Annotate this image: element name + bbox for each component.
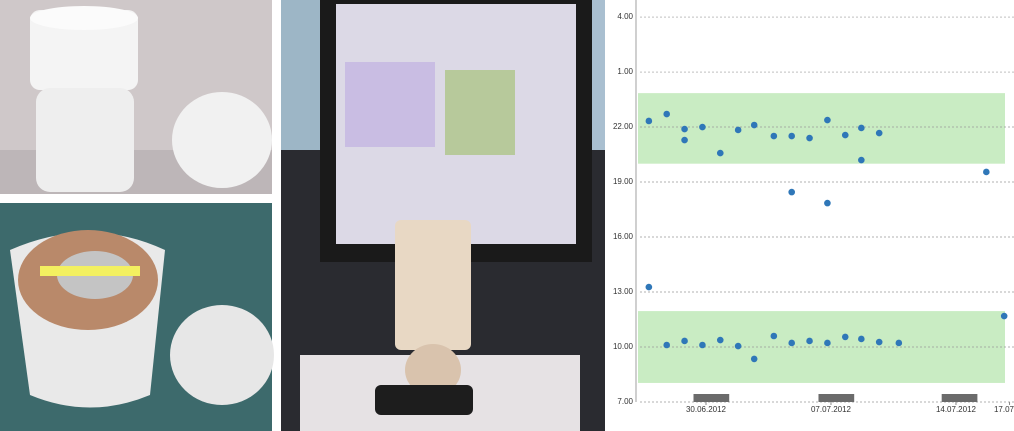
data-point bbox=[645, 283, 653, 291]
target-band bbox=[638, 93, 1005, 164]
y-tick-label: 10.00 bbox=[613, 342, 634, 351]
data-point bbox=[824, 199, 831, 207]
photo-container-closed bbox=[0, 0, 272, 194]
x-tick-label: 17.07.20 bbox=[994, 405, 1014, 414]
y-tick-label: 7.00 bbox=[617, 397, 633, 406]
data-point bbox=[734, 342, 742, 350]
data-point bbox=[788, 132, 795, 140]
data-point bbox=[734, 126, 742, 134]
data-point bbox=[681, 136, 688, 144]
data-point bbox=[699, 123, 706, 131]
data-point bbox=[1000, 312, 1008, 320]
data-point bbox=[895, 339, 903, 347]
y-tick-label: 19.00 bbox=[613, 177, 634, 186]
data-point bbox=[716, 149, 724, 157]
y-tick-label: 16.00 bbox=[613, 232, 634, 241]
data-point bbox=[770, 332, 778, 340]
data-point bbox=[875, 129, 883, 137]
x-tick-label: 30.06.2012 bbox=[686, 405, 727, 414]
weekend-marker bbox=[941, 394, 978, 402]
data-point bbox=[806, 134, 813, 142]
data-point bbox=[699, 341, 706, 349]
x-tick-label: 07.07.2012 bbox=[811, 405, 852, 414]
weekend-marker bbox=[693, 394, 730, 402]
data-point bbox=[716, 336, 724, 344]
data-point bbox=[824, 116, 831, 124]
data-point bbox=[788, 188, 795, 196]
data-point bbox=[858, 156, 865, 164]
y-tick-label: 1.00 bbox=[617, 67, 633, 76]
data-point bbox=[806, 337, 813, 345]
data-point bbox=[750, 121, 758, 129]
data-point bbox=[645, 117, 653, 125]
data-point bbox=[663, 341, 671, 349]
data-point bbox=[770, 132, 778, 140]
data-point bbox=[875, 338, 883, 346]
photo-monitor bbox=[281, 0, 605, 431]
weekend-marker bbox=[818, 394, 855, 402]
data-point bbox=[824, 339, 831, 347]
data-point bbox=[788, 339, 795, 347]
data-point bbox=[858, 124, 865, 132]
data-point bbox=[750, 355, 758, 363]
data-point bbox=[841, 333, 849, 341]
data-point bbox=[983, 168, 990, 176]
x-tick-label: 14.07.2012 bbox=[936, 405, 977, 414]
y-tick-label: 13.00 bbox=[613, 287, 634, 296]
data-point bbox=[858, 335, 865, 343]
y-tick-label: 4.00 bbox=[617, 12, 633, 21]
y-tick-label: 22.00 bbox=[613, 122, 634, 131]
data-point bbox=[841, 131, 849, 139]
photo-container-open bbox=[0, 203, 274, 431]
data-point bbox=[681, 125, 688, 133]
data-point bbox=[681, 337, 688, 345]
data-point bbox=[663, 110, 671, 118]
